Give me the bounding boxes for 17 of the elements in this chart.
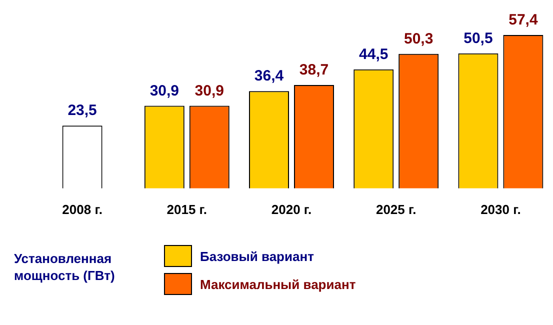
data-label: 23,5 <box>68 102 97 120</box>
data-label: 30,9 <box>150 82 180 100</box>
x-tick-label: 2008 г. <box>62 202 102 217</box>
x-tick-label: 2020 г. <box>271 202 312 217</box>
data-label: 57,4 <box>508 12 538 29</box>
legend-title: Установленная мощность (ГВт) <box>14 250 116 284</box>
data-label: 36,4 <box>254 68 284 85</box>
x-tick-label: 2030 г. <box>480 202 521 217</box>
data-label: 30,9 <box>194 82 224 100</box>
legend-label: Базовый вариант <box>200 248 314 264</box>
data-label: 44,5 <box>359 46 388 64</box>
data-label: 38,7 <box>299 62 329 79</box>
legend-label: Максимальный вариант <box>200 276 356 292</box>
x-tick-label: 2025 г. <box>376 202 416 217</box>
data-label: 50,5 <box>464 30 493 48</box>
x-tick-label: 2015 г. <box>166 202 208 217</box>
data-label: 50,3 <box>404 30 434 48</box>
